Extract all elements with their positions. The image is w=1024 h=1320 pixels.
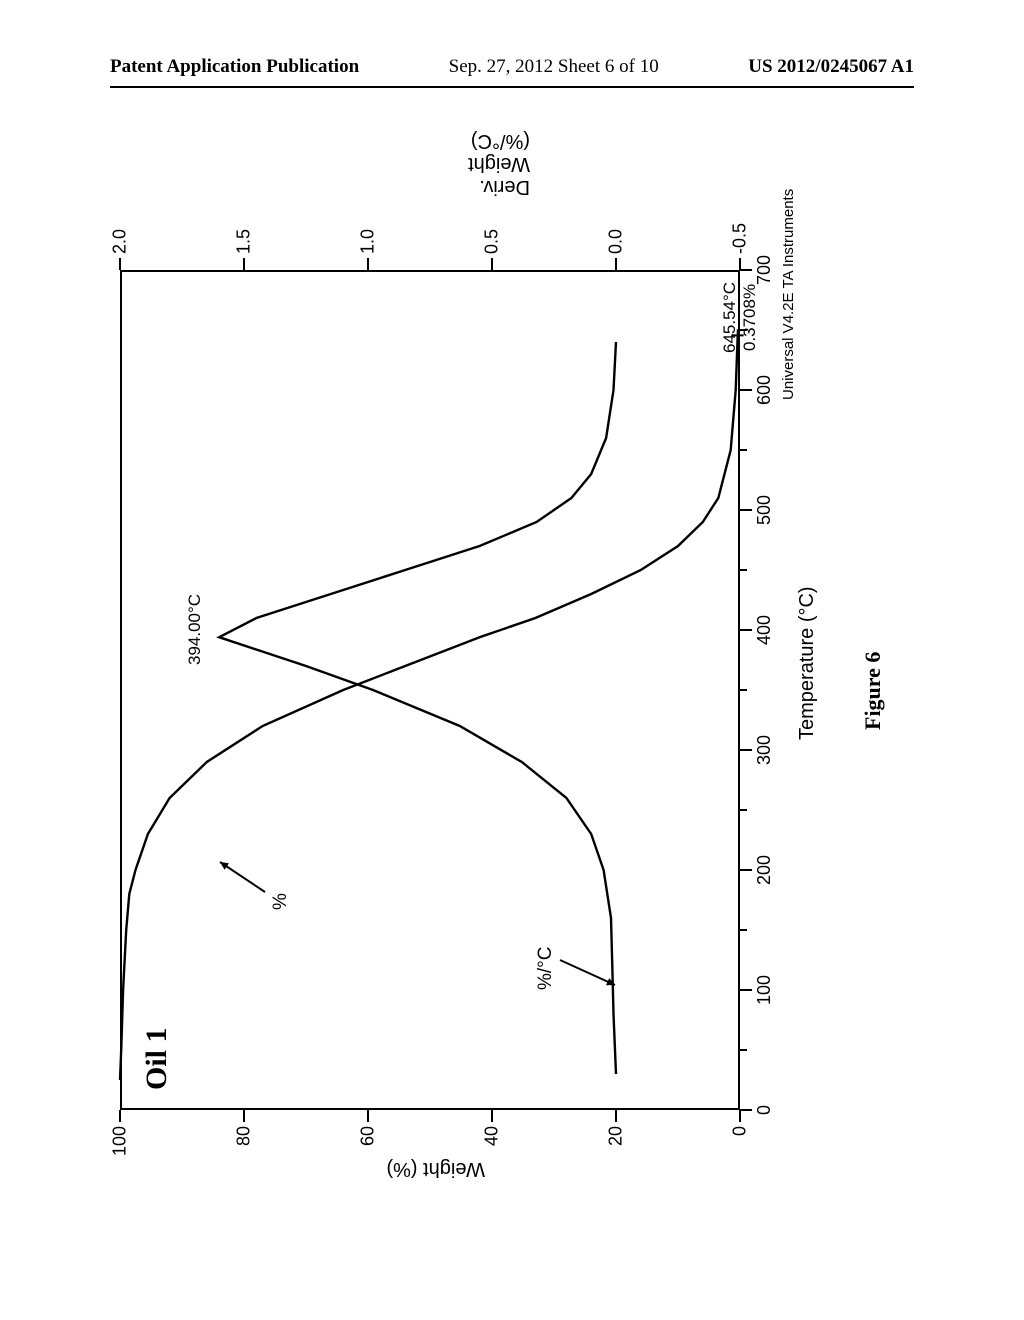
header-left: Patent Application Publication xyxy=(110,56,359,78)
tga-chart: Oil 1 Temperature (°C) Weight (%) Deriv.… xyxy=(80,170,944,1220)
x-tick xyxy=(740,449,747,451)
y-right-tick-label: 1.0 xyxy=(358,229,379,254)
y-right-tick xyxy=(119,258,121,270)
y-left-tick-label: 100 xyxy=(110,1126,131,1160)
page-header: Patent Application Publication Sep. 27, … xyxy=(0,56,1024,78)
y-left-tick-label: 20 xyxy=(606,1126,627,1160)
end-weight: 0.3708% xyxy=(740,284,759,351)
deriv-label-arrow xyxy=(560,960,615,985)
figure-container: Oil 1 Temperature (°C) Weight (%) Deriv.… xyxy=(80,170,944,1220)
x-tick xyxy=(740,389,752,391)
y-left-tick-label: 40 xyxy=(482,1126,503,1160)
x-axis-label: Temperature (°C) xyxy=(796,586,819,740)
software-footer: Universal V4.2E TA Instruments xyxy=(780,189,797,400)
x-tick-label: 400 xyxy=(754,615,775,645)
y-right-tick xyxy=(243,258,245,270)
figure-inner: Oil 1 Temperature (°C) Weight (%) Deriv.… xyxy=(80,170,944,1220)
weight-curve xyxy=(120,335,738,1080)
x-tick xyxy=(740,929,747,931)
y-left-tick-label: 0 xyxy=(730,1126,751,1160)
x-tick xyxy=(740,1049,747,1051)
peak-temp-annotation: 394.00°C xyxy=(185,594,205,665)
figure-caption: Figure 6 xyxy=(860,652,886,730)
y-right-tick xyxy=(615,258,617,270)
y-left-tick xyxy=(243,1110,245,1122)
weight-label-arrow xyxy=(220,862,265,892)
x-tick xyxy=(740,869,752,871)
x-tick xyxy=(740,809,747,811)
y-left-tick xyxy=(491,1110,493,1122)
header-rule xyxy=(110,86,914,88)
x-tick xyxy=(740,689,747,691)
y-right-tick-label: 0.5 xyxy=(482,229,503,254)
x-tick xyxy=(740,749,752,751)
end-point-annotation: 645.54°C 0.3708% xyxy=(720,282,761,353)
x-tick-label: 600 xyxy=(754,375,775,405)
x-tick xyxy=(740,629,752,631)
y-right-tick xyxy=(491,258,493,270)
y-left-tick xyxy=(119,1110,121,1122)
header-right: US 2012/0245067 A1 xyxy=(748,56,914,78)
chart-title: Oil 1 xyxy=(140,1027,174,1090)
deriv-curve-label: %/°C xyxy=(535,947,558,991)
x-tick-label: 100 xyxy=(754,975,775,1005)
x-tick xyxy=(740,989,752,991)
weight-curve-label: % xyxy=(270,893,293,910)
header-center: Sep. 27, 2012 Sheet 6 of 10 xyxy=(449,56,659,78)
x-tick xyxy=(740,509,752,511)
y-left-tick xyxy=(739,1110,741,1122)
y-left-tick xyxy=(615,1110,617,1122)
x-tick-label: 300 xyxy=(754,735,775,765)
y-right-tick-label: -0.5 xyxy=(730,223,751,254)
y-right-axis-label: Deriv. Weight (%/°C) xyxy=(468,129,530,198)
x-tick-label: 200 xyxy=(754,855,775,885)
y-right-tick-label: 2.0 xyxy=(110,229,131,254)
x-tick xyxy=(740,269,752,271)
end-temp: 645.54°C xyxy=(720,282,739,353)
y-right-tick-label: 0.0 xyxy=(606,229,627,254)
y-right-tick xyxy=(367,258,369,270)
y-left-tick-label: 80 xyxy=(234,1126,255,1160)
x-tick-label: 700 xyxy=(754,255,775,285)
y-right-tick-label: 1.5 xyxy=(234,229,255,254)
y-left-tick xyxy=(367,1110,369,1122)
y-left-tick-label: 60 xyxy=(358,1126,379,1160)
y-left-axis-label: Weight (%) xyxy=(386,1157,485,1180)
y-right-tick xyxy=(739,258,741,270)
x-tick xyxy=(740,329,747,331)
x-tick xyxy=(740,569,747,571)
x-tick xyxy=(740,1109,752,1111)
x-tick-label: 500 xyxy=(754,495,775,525)
x-tick-label: 0 xyxy=(754,1105,775,1115)
